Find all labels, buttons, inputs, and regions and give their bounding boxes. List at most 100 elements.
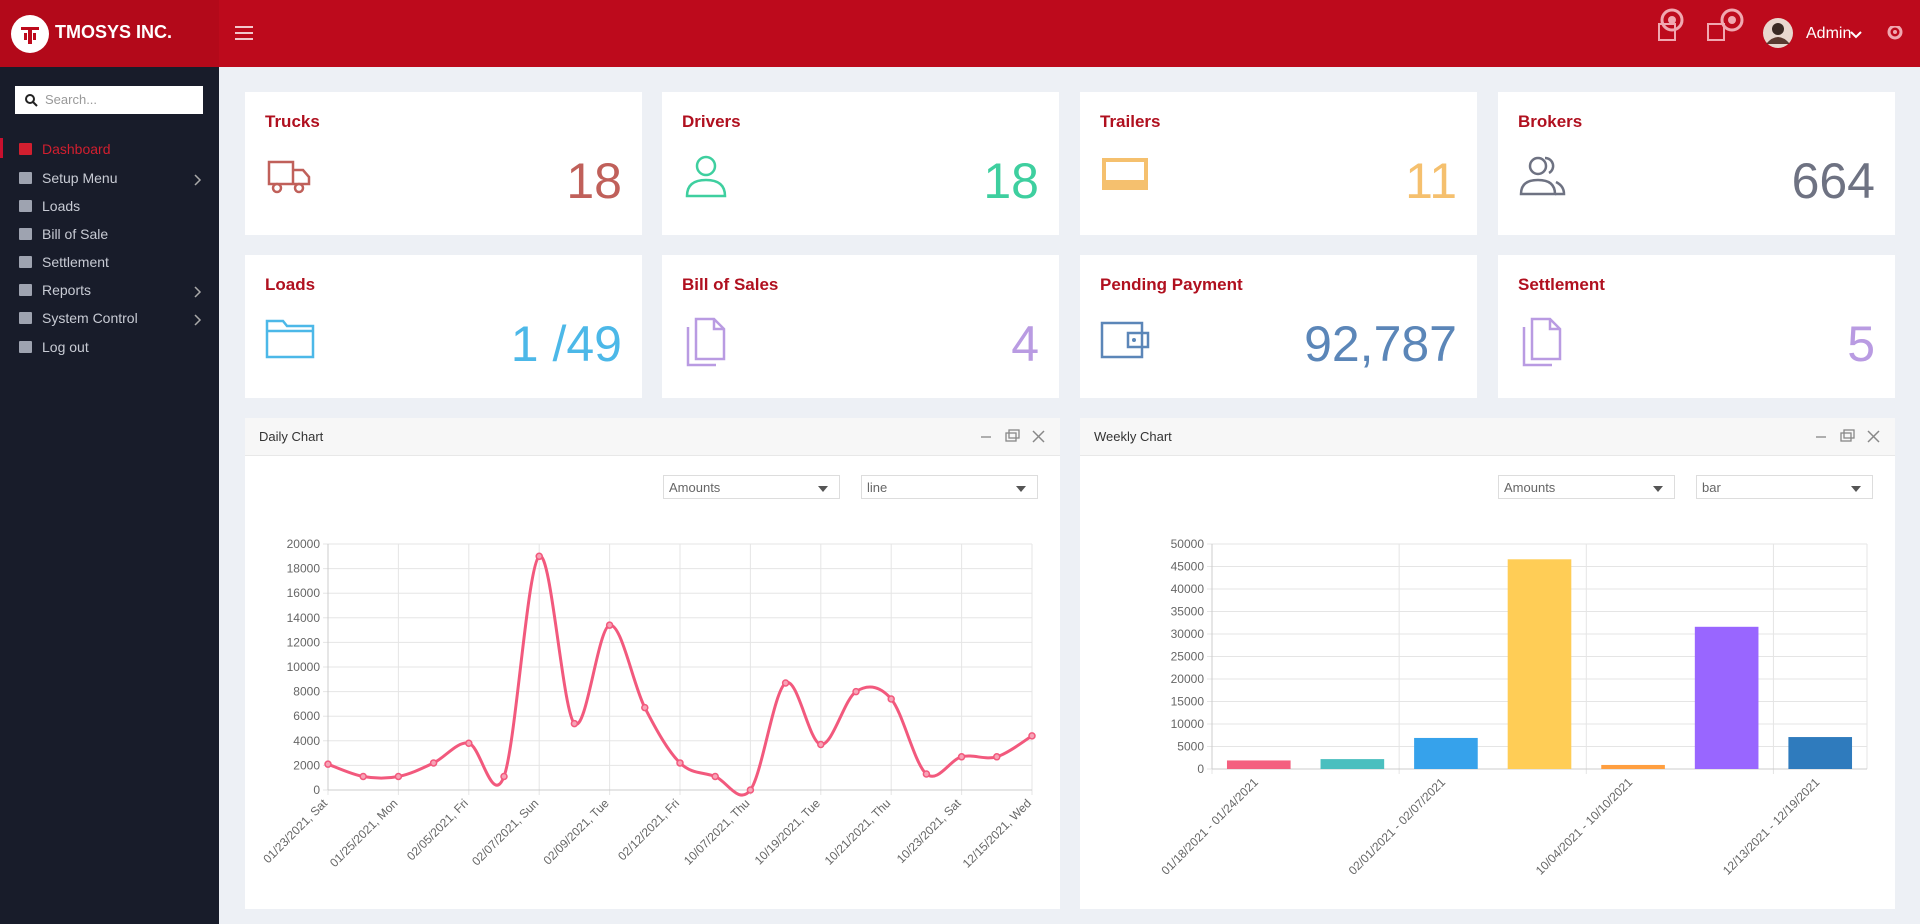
y-tick-label: 30000 <box>1171 627 1205 641</box>
dropdown[interactable]: bar <box>1696 475 1873 499</box>
stat-card: Drivers 18 <box>662 92 1059 235</box>
dropdown-caret <box>1851 486 1861 492</box>
dropdown[interactable]: Amounts <box>663 475 840 499</box>
stat-card: Trailers 11 <box>1080 92 1477 235</box>
header-tools[interactable] <box>1848 26 1918 46</box>
data-point <box>535 552 543 561</box>
bar <box>1694 626 1759 769</box>
panel-controls[interactable] <box>977 427 1047 447</box>
data-point <box>570 719 579 728</box>
card-value: 92,787 <box>1304 316 1457 372</box>
card-value: 18 <box>566 153 622 209</box>
card-icon <box>267 160 311 194</box>
y-tick-label: 4000 <box>293 734 320 748</box>
chart: 0 2000 4000 6000 8000 10000 12000 14000 16000 180… <box>260 537 1036 871</box>
card-value: 11 <box>1405 153 1457 209</box>
y-tick-label: 40000 <box>1171 582 1205 596</box>
card-icon <box>685 155 727 198</box>
data-point <box>711 772 719 781</box>
menu-item[interactable]: Dashboard <box>42 141 111 157</box>
x-tick-label: 02/09/2021, Tue <box>540 796 611 867</box>
card-value: 5 <box>1847 316 1875 372</box>
user-name[interactable]: Admin <box>1806 25 1852 42</box>
x-tick-label: 02/12/2021, Fri <box>615 796 682 863</box>
stat-card: Settlement 5 <box>1498 255 1895 398</box>
brand-name: TMOSYS INC. <box>55 22 173 42</box>
y-tick-label: 10000 <box>287 660 321 674</box>
data-point <box>852 687 860 696</box>
x-tick-label: 02/01/2021 - 02/07/2021 <box>1346 775 1449 878</box>
card-icon <box>1519 156 1566 196</box>
menu-item[interactable]: Settlement <box>42 254 109 270</box>
menu-icon <box>19 143 32 155</box>
menu-item[interactable]: System Control <box>42 310 138 326</box>
menu-item[interactable]: Setup Menu <box>42 170 118 186</box>
y-tick-label: 15000 <box>1171 695 1205 709</box>
header-icons[interactable] <box>1650 6 1800 56</box>
stat-card: Loads 1 /49 <box>245 255 642 398</box>
x-tick-label: 01/23/2021, Sat <box>260 796 330 866</box>
y-tick-label: 12000 <box>287 635 321 649</box>
card-value: 664 <box>1791 153 1875 209</box>
y-tick-label: 14000 <box>287 611 321 625</box>
panel-title: Weekly Chart <box>1094 429 1172 444</box>
panel-controls[interactable] <box>1812 427 1882 447</box>
data-point <box>957 753 966 761</box>
y-tick-label: 10000 <box>1171 717 1205 731</box>
dropdown[interactable]: line <box>861 475 1038 499</box>
y-tick-label: 20000 <box>287 537 321 551</box>
data-point <box>817 740 825 749</box>
menu-icon <box>19 228 32 240</box>
data-point <box>359 772 367 781</box>
menu-icon <box>19 256 32 268</box>
y-tick-label: 35000 <box>1171 605 1205 619</box>
bar <box>1507 559 1572 769</box>
menu-icon <box>19 284 32 296</box>
dropdown-caret <box>1653 486 1663 492</box>
search-icon <box>25 94 38 107</box>
chevron <box>194 286 202 298</box>
chevron <box>194 174 202 186</box>
x-tick-label: 10/19/2021, Tue <box>752 796 823 867</box>
menu-item[interactable]: Bill of Sale <box>42 226 109 242</box>
dropdown-value: Amounts <box>669 480 721 495</box>
data-point <box>922 770 931 778</box>
x-tick-label: 12/15/2021, Wed <box>960 796 1034 870</box>
menu-item[interactable]: Log out <box>42 339 89 355</box>
bar <box>1226 760 1291 769</box>
menu-toggle[interactable] <box>233 22 255 44</box>
y-tick-label: 0 <box>313 783 320 797</box>
card-title: Brokers <box>1518 112 1583 131</box>
menu-icon <box>19 200 32 212</box>
chart-panel: Daily Chart Amounts line 0 2000 4000 6000 8000 1… <box>245 418 1060 909</box>
y-tick-label: 5000 <box>1177 740 1204 754</box>
card-title: Trucks <box>265 112 320 131</box>
card-value: 18 <box>983 153 1039 209</box>
menu-item[interactable]: Loads <box>42 198 81 214</box>
dropdown[interactable]: Amounts <box>1498 475 1675 499</box>
x-tick-label: 10/23/2021, Sat <box>894 796 964 866</box>
stat-card: Trucks 18 <box>245 92 642 235</box>
top-bar <box>0 0 1920 67</box>
panel-header: Weekly Chart <box>1080 418 1895 456</box>
dropdown-value: bar <box>1702 480 1721 495</box>
menu-item[interactable]: Reports <box>42 282 92 298</box>
dropdown-value: line <box>867 480 888 495</box>
data-point <box>676 759 684 767</box>
y-tick-label: 0 <box>1197 762 1204 776</box>
x-tick-label: 10/21/2021, Thu <box>822 796 894 868</box>
card-icon <box>1102 158 1148 190</box>
data-point <box>993 753 1001 761</box>
search-box[interactable] <box>15 86 203 114</box>
bar <box>1788 737 1853 769</box>
dropdown-value: Amounts <box>1504 480 1556 495</box>
card-title: Drivers <box>682 112 741 131</box>
card-title: Settlement <box>1518 275 1605 294</box>
card-icon <box>1100 321 1150 359</box>
data-point <box>1028 732 1036 740</box>
chevron <box>194 314 202 326</box>
active-indicator <box>0 138 3 158</box>
data-point <box>500 772 508 781</box>
y-tick-label: 2000 <box>293 758 320 772</box>
